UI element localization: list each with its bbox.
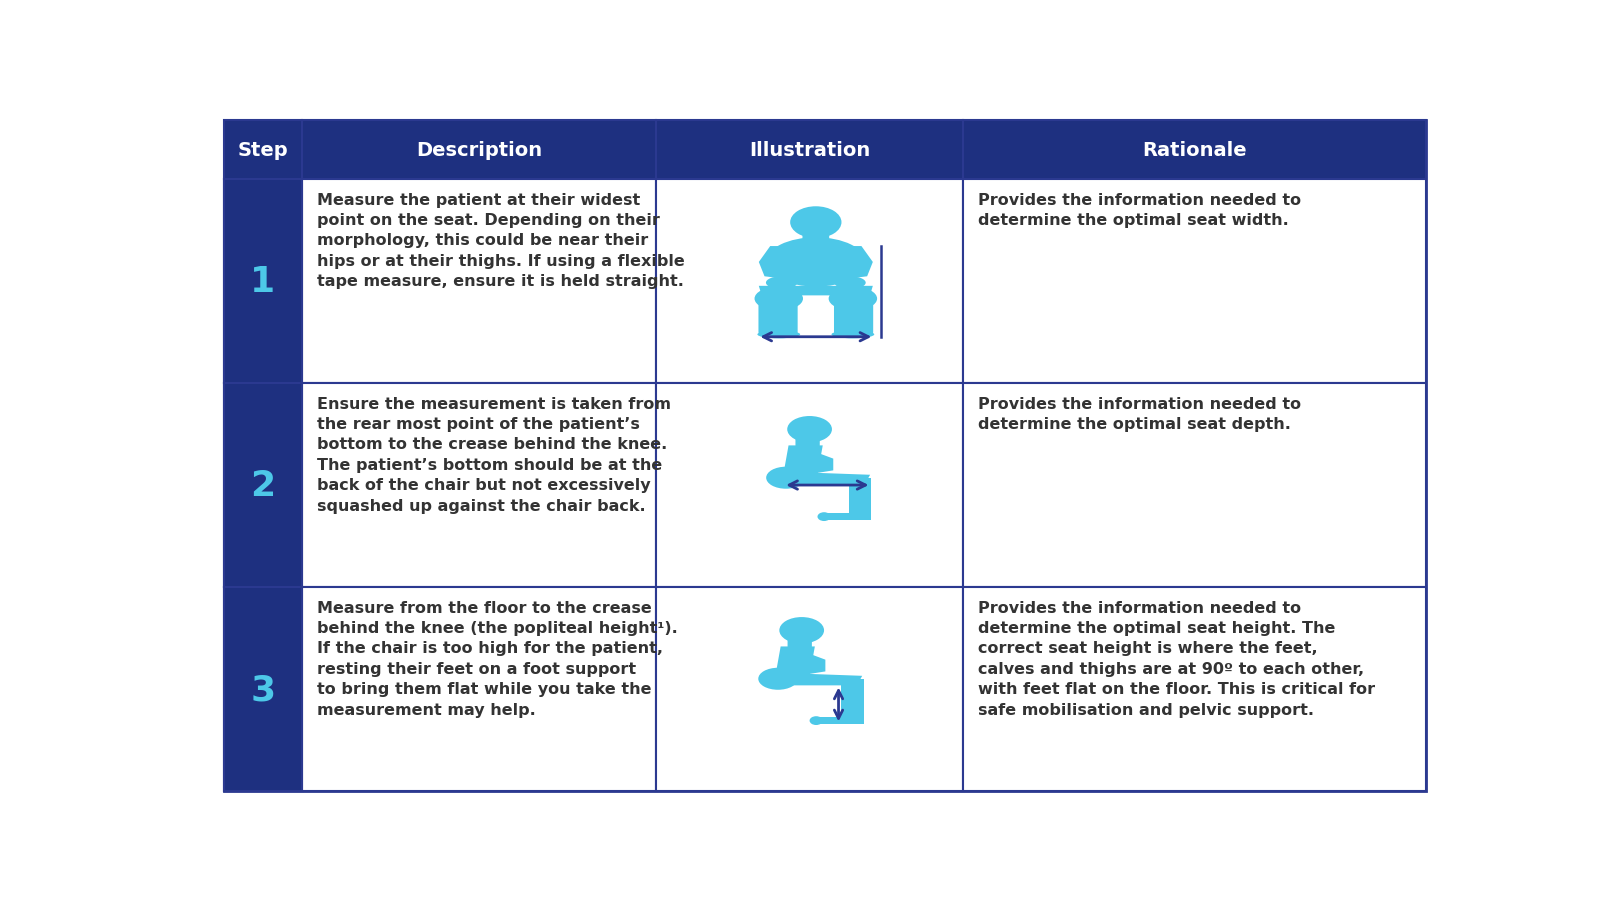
Bar bbox=[656, 180, 962, 384]
Text: Illustration: Illustration bbox=[748, 141, 870, 160]
FancyBboxPatch shape bbox=[795, 429, 819, 450]
Text: Rationale: Rationale bbox=[1142, 141, 1247, 160]
Ellipse shape bbox=[766, 238, 866, 287]
Polygon shape bbox=[814, 717, 864, 724]
Bar bbox=[302, 121, 656, 180]
Bar bbox=[302, 587, 656, 791]
Bar bbox=[656, 384, 962, 587]
Bar bbox=[656, 587, 962, 791]
Bar bbox=[962, 384, 1426, 587]
FancyBboxPatch shape bbox=[787, 629, 813, 650]
Text: 1: 1 bbox=[249, 265, 275, 299]
Polygon shape bbox=[842, 679, 864, 724]
Polygon shape bbox=[850, 479, 872, 521]
Polygon shape bbox=[838, 247, 872, 280]
Ellipse shape bbox=[758, 668, 798, 690]
Bar bbox=[962, 587, 1426, 791]
Bar bbox=[224, 121, 302, 180]
Polygon shape bbox=[759, 247, 793, 280]
FancyBboxPatch shape bbox=[833, 298, 874, 337]
Bar bbox=[302, 384, 656, 587]
Text: Measure the patient at their widest
point on the seat. Depending on their
morpho: Measure the patient at their widest poin… bbox=[317, 192, 684, 289]
Ellipse shape bbox=[787, 416, 832, 443]
Bar bbox=[302, 180, 656, 384]
Bar bbox=[962, 121, 1426, 180]
Polygon shape bbox=[808, 654, 825, 675]
Polygon shape bbox=[776, 647, 814, 676]
Polygon shape bbox=[784, 446, 822, 475]
Polygon shape bbox=[784, 472, 870, 485]
Ellipse shape bbox=[835, 277, 866, 290]
Ellipse shape bbox=[766, 467, 806, 489]
Text: Provides the information needed to
determine the optimal seat depth.: Provides the information needed to deter… bbox=[978, 396, 1302, 432]
Bar bbox=[962, 180, 1426, 384]
FancyBboxPatch shape bbox=[758, 298, 798, 337]
Bar bbox=[224, 180, 302, 384]
Bar bbox=[224, 384, 302, 587]
Bar bbox=[224, 587, 302, 791]
FancyBboxPatch shape bbox=[803, 223, 829, 246]
Ellipse shape bbox=[766, 277, 798, 290]
Ellipse shape bbox=[817, 513, 830, 521]
Text: Measure from the floor to the crease
behind the knee (the popliteal height¹).
If: Measure from the floor to the crease beh… bbox=[317, 600, 677, 717]
Ellipse shape bbox=[832, 331, 874, 339]
Polygon shape bbox=[759, 286, 872, 296]
Text: 3: 3 bbox=[249, 673, 275, 706]
Polygon shape bbox=[776, 673, 862, 685]
Ellipse shape bbox=[779, 618, 824, 644]
Text: Description: Description bbox=[417, 141, 542, 160]
Bar bbox=[224, 180, 302, 384]
Ellipse shape bbox=[790, 207, 842, 238]
Text: Ensure the measurement is taken from
the rear most point of the patient’s
bottom: Ensure the measurement is taken from the… bbox=[317, 396, 671, 513]
Text: Provides the information needed to
determine the optimal seat height. The
correc: Provides the information needed to deter… bbox=[978, 600, 1376, 717]
Text: Provides the information needed to
determine the optimal seat width.: Provides the information needed to deter… bbox=[978, 192, 1302, 228]
Polygon shape bbox=[822, 514, 872, 521]
Text: Step: Step bbox=[237, 141, 288, 160]
Bar bbox=[224, 587, 302, 791]
Ellipse shape bbox=[809, 716, 822, 725]
Bar bbox=[224, 384, 302, 587]
Text: 2: 2 bbox=[249, 469, 275, 502]
Ellipse shape bbox=[755, 287, 803, 312]
Polygon shape bbox=[814, 453, 833, 474]
Ellipse shape bbox=[829, 287, 877, 312]
Ellipse shape bbox=[758, 331, 800, 339]
Bar bbox=[656, 121, 962, 180]
